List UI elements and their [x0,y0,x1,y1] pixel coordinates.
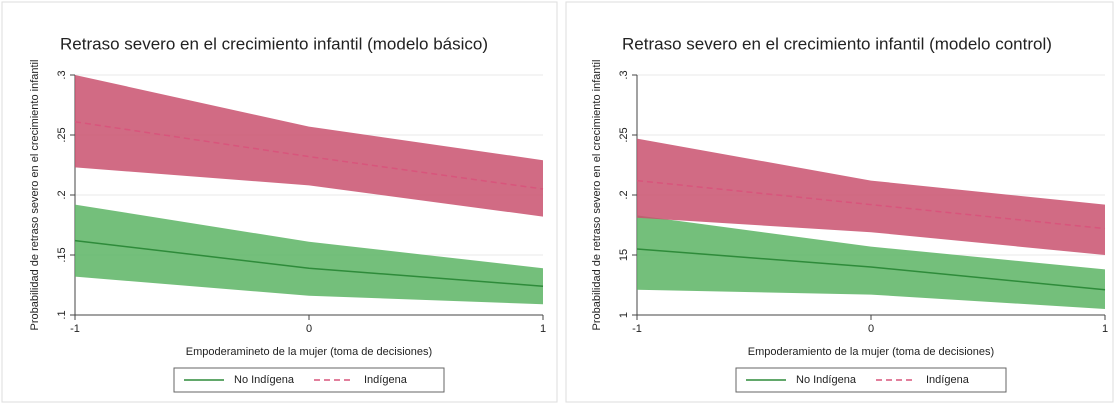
y-axis-label: Probabilidad de retraso severo en el cre… [29,60,41,331]
confidence-band [75,75,543,217]
confidence-band [75,204,543,305]
x-tick-label: -1 [632,323,642,335]
y-tick-label: .1 [56,310,68,319]
y-tick-label: .2 [56,190,68,199]
x-axis-label: Empoderamineto de la mujer (toma de deci… [186,346,432,358]
chart-title: Retraso severo en el crecimiento infanti… [60,34,488,53]
confidence-band [637,138,1105,255]
legend [173,367,445,393]
x-tick-label: -1 [70,323,80,335]
legend-label: Indígena [364,374,408,386]
legend-label: Indígena [926,374,970,386]
y-tick-label: .2 [618,190,630,199]
y-tick-label: .15 [56,247,68,262]
line [74,239,544,287]
y-tick-label: 1 [618,312,630,318]
y-tick-label: .3 [618,70,630,79]
line [636,248,1106,291]
line [636,179,1106,230]
y-tick-label: .3 [56,70,68,79]
y-tick-label: .25 [618,127,630,142]
legend-label: No Indígena [796,374,857,386]
x-axis-label: Empoderamiento de la mujer (toma de deci… [748,346,994,358]
chart-title: Retraso severo en el crecimiento infanti… [622,34,1052,53]
confidence-band [637,215,1105,309]
x-tick-label: 0 [306,323,312,335]
y-tick-label: 15 [618,249,630,261]
line [74,121,544,190]
x-tick-label: 1 [540,323,546,335]
legend-label: No Indígena [234,374,295,386]
y-tick-label: .25 [56,127,68,142]
x-tick-label: 1 [1102,323,1108,335]
y-axis-label: Probabilidad de retraso severo en el cre… [591,60,603,331]
x-tick-label: 0 [868,323,874,335]
